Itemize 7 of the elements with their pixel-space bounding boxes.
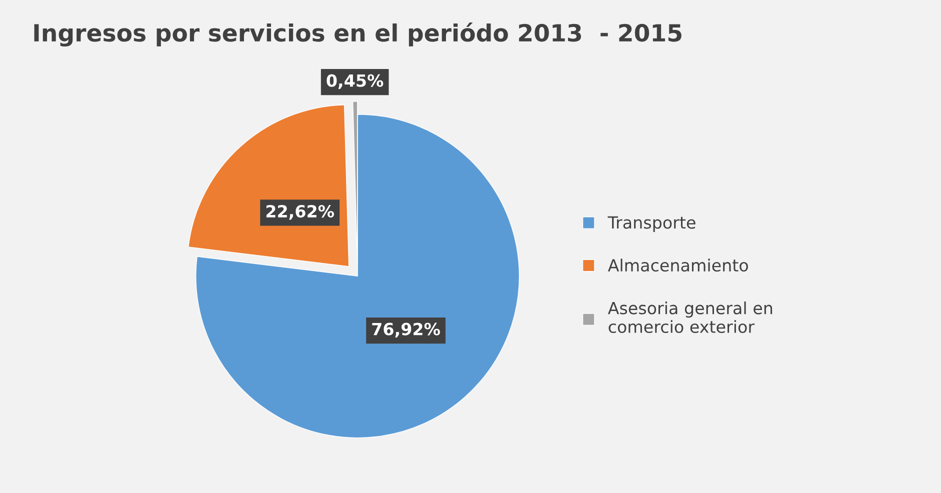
legend-label: Transporte (608, 216, 696, 232)
legend-label: Almacenamiento (608, 258, 748, 272)
data-label: 0,45% (326, 74, 384, 90)
data-label: 22,62% (266, 204, 334, 220)
chart-title: Ingresos por servicios en el periódo 2013 - 2015 (34, 22, 682, 46)
legend-label: Asesoria general en comercio exterior (608, 301, 772, 334)
data-label: 76,92% (372, 322, 440, 338)
